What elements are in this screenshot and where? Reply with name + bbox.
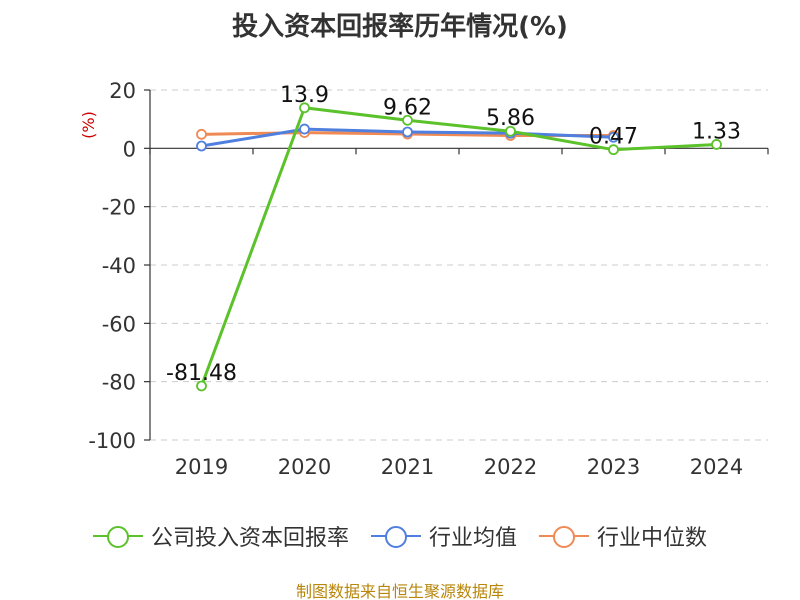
y-tick-label: -40 — [102, 254, 136, 278]
legend-swatch-icon — [539, 525, 589, 548]
chart-title: 投入资本回报率历年情况(%) — [232, 12, 568, 42]
legend-item: 行业中位数 — [539, 520, 707, 552]
data-point — [402, 126, 413, 138]
x-tick-label: 2020 — [278, 455, 331, 479]
data-label: -81.48 — [166, 361, 237, 386]
data-label: 9.62 — [383, 95, 432, 120]
legend-item: 行业均值 — [370, 520, 517, 552]
y-tick-label: -20 — [102, 196, 136, 220]
legend-swatch-icon — [92, 525, 143, 548]
y-tick-label: 20 — [109, 79, 136, 103]
x-tick-label: 2019 — [175, 455, 228, 479]
legend-item: 公司投入资本回报率 — [92, 520, 349, 552]
data-point — [402, 114, 413, 126]
x-tick-label: 2024 — [690, 455, 743, 479]
data-point — [505, 125, 516, 137]
legend-label: 行业均值 — [428, 526, 517, 551]
data-point — [299, 123, 310, 135]
data-point — [299, 102, 310, 114]
data-source-note: 制图数据来自恒生聚源数据库 — [295, 582, 504, 600]
series-line — [200, 106, 717, 387]
data-label: 13.9 — [280, 83, 329, 108]
data-label: 5.86 — [486, 106, 535, 131]
y-tick-label: 0 — [123, 137, 136, 161]
data-point — [608, 131, 619, 143]
y-tick-label: -80 — [102, 371, 136, 395]
data-label: 1.33 — [692, 119, 741, 144]
data-point — [196, 380, 207, 392]
x-tick-label: 2022 — [484, 455, 537, 479]
legend-label: 行业中位数 — [597, 526, 708, 551]
data-point — [196, 128, 207, 140]
data-label: 0.47 — [589, 125, 638, 150]
y-tick-label: -100 — [88, 429, 136, 453]
x-tick-label: 2021 — [381, 455, 434, 479]
chart-legend: 公司投入资本回报率 行业均值 行业中位数 — [0, 520, 800, 552]
data-point — [608, 144, 619, 156]
y-tick-label: -60 — [102, 312, 136, 336]
legend-swatch-icon — [370, 525, 421, 548]
data-point — [196, 140, 207, 152]
data-point — [711, 139, 722, 150]
legend-label: 公司投入资本回报率 — [150, 526, 349, 551]
y-axis-label: (%) — [79, 111, 98, 139]
x-tick-label: 2023 — [587, 455, 640, 479]
